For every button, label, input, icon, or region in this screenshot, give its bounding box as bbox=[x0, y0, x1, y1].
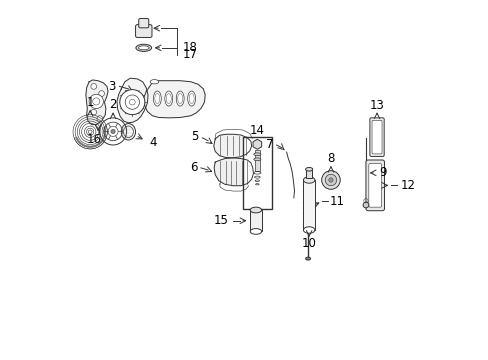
Text: 6: 6 bbox=[189, 161, 197, 174]
Ellipse shape bbox=[250, 207, 261, 213]
Circle shape bbox=[325, 174, 336, 186]
Bar bbox=[303, 180, 314, 230]
Ellipse shape bbox=[155, 94, 160, 104]
Ellipse shape bbox=[304, 207, 311, 211]
Polygon shape bbox=[143, 81, 205, 118]
Circle shape bbox=[129, 99, 135, 105]
Circle shape bbox=[125, 95, 139, 109]
Text: 15: 15 bbox=[213, 214, 228, 227]
Ellipse shape bbox=[187, 91, 195, 106]
Text: 1: 1 bbox=[86, 96, 94, 109]
Text: 12: 12 bbox=[400, 179, 414, 192]
FancyBboxPatch shape bbox=[365, 160, 384, 211]
Text: 17: 17 bbox=[183, 49, 198, 62]
Text: 3: 3 bbox=[107, 80, 115, 93]
Text: 10: 10 bbox=[301, 237, 316, 250]
Circle shape bbox=[91, 109, 97, 115]
FancyBboxPatch shape bbox=[369, 118, 384, 157]
Polygon shape bbox=[252, 139, 261, 149]
Polygon shape bbox=[214, 158, 253, 186]
Ellipse shape bbox=[177, 94, 183, 104]
Text: 14: 14 bbox=[249, 124, 264, 137]
Bar bbox=[304, 209, 311, 223]
FancyBboxPatch shape bbox=[139, 18, 148, 28]
Bar bbox=[250, 210, 261, 231]
Circle shape bbox=[120, 90, 144, 114]
FancyBboxPatch shape bbox=[135, 24, 152, 37]
Ellipse shape bbox=[305, 167, 312, 171]
Bar bbox=[255, 150, 259, 171]
Text: 5: 5 bbox=[191, 130, 198, 143]
Ellipse shape bbox=[303, 177, 314, 183]
Text: 8: 8 bbox=[326, 152, 334, 165]
Circle shape bbox=[89, 94, 103, 109]
Ellipse shape bbox=[176, 91, 184, 106]
Circle shape bbox=[99, 91, 104, 96]
Bar bbox=[305, 169, 311, 178]
Ellipse shape bbox=[150, 80, 159, 84]
Text: 4: 4 bbox=[149, 136, 156, 149]
Circle shape bbox=[321, 171, 340, 189]
Circle shape bbox=[363, 202, 368, 208]
Text: 2: 2 bbox=[109, 99, 117, 112]
Circle shape bbox=[111, 129, 115, 134]
Ellipse shape bbox=[303, 227, 314, 233]
Circle shape bbox=[91, 84, 97, 89]
FancyBboxPatch shape bbox=[371, 120, 381, 154]
Text: 11: 11 bbox=[329, 195, 344, 208]
Ellipse shape bbox=[164, 91, 172, 106]
Text: 16: 16 bbox=[87, 134, 102, 147]
Text: 7: 7 bbox=[265, 138, 272, 151]
Text: 18: 18 bbox=[183, 41, 198, 54]
Text: 9: 9 bbox=[378, 166, 386, 179]
Ellipse shape bbox=[253, 158, 261, 161]
Bar bbox=[242, 137, 271, 208]
Circle shape bbox=[97, 116, 102, 121]
Ellipse shape bbox=[138, 46, 149, 50]
Ellipse shape bbox=[305, 257, 310, 260]
Polygon shape bbox=[117, 78, 148, 123]
Circle shape bbox=[93, 98, 100, 105]
Polygon shape bbox=[86, 80, 108, 125]
Ellipse shape bbox=[253, 153, 261, 156]
FancyBboxPatch shape bbox=[368, 163, 381, 207]
Ellipse shape bbox=[250, 229, 261, 234]
Polygon shape bbox=[213, 134, 251, 158]
Ellipse shape bbox=[189, 94, 194, 104]
Text: 13: 13 bbox=[369, 99, 384, 112]
Ellipse shape bbox=[166, 94, 171, 104]
Circle shape bbox=[328, 178, 332, 182]
Ellipse shape bbox=[136, 44, 151, 51]
Ellipse shape bbox=[153, 91, 161, 106]
